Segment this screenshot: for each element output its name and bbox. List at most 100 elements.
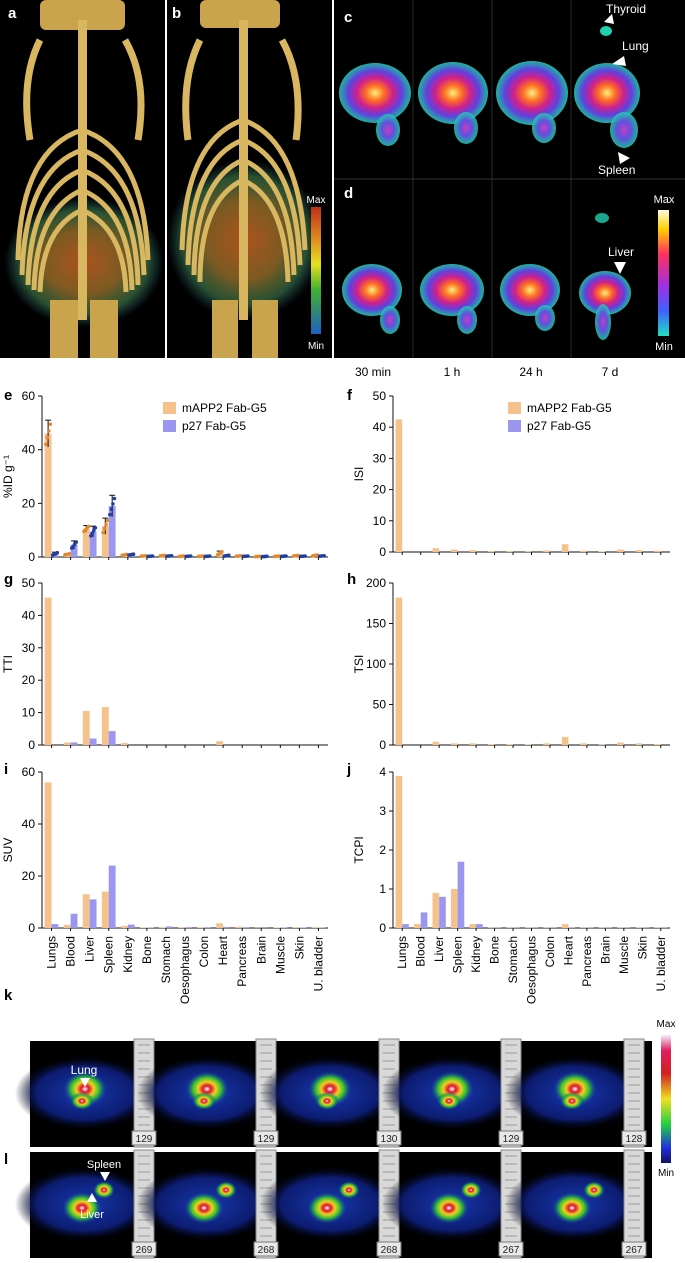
gamma-row-l: 269 268 268 267 267 [15,1149,652,1259]
gamma-count-box [498,1241,524,1257]
y-axis-label: ISI [352,467,366,482]
data-point [322,553,326,558]
y-tick-label: 2 [379,843,386,857]
gamma-count-label: 268 [381,1245,398,1256]
x-tick-label: Pancreas [235,936,249,987]
gamma-count-label: 268 [258,1245,275,1256]
annotation-lung-c: Lung [622,39,649,53]
data-point [102,526,107,531]
legend-e-swatch-1 [163,402,176,414]
gamma-count-label: 129 [258,1134,275,1145]
data-point [108,512,112,517]
liver-arrow-icon [614,262,626,274]
gamma-lung-hotspot [192,1092,216,1110]
spect-time-1: 1 h [444,365,461,379]
bar-g-p27-3 [108,731,116,745]
bar-j-mapp2-0 [395,775,403,928]
ct-color-scale [311,207,321,334]
gamma-lung-hotspot [560,1092,584,1110]
bar-i-p27-0 [51,924,59,928]
data-point [131,552,136,557]
gamma-count-box [621,1130,647,1146]
legend-f-label-1: mAPP2 Fab-G5 [527,401,612,415]
panel-label-e: e [4,387,12,404]
spect-time-0: 30 min [355,365,391,379]
spect-time-labels: 30 min 1 h 24 h 7 d [355,365,618,379]
bar-i-p27-2 [89,899,97,928]
annotation-liver: Liver [608,245,634,259]
data-point [48,422,53,426]
gamma-scale-min: Min [658,1168,674,1179]
bar-h-mapp2-5 [487,744,495,745]
gamma-count-box [131,1130,157,1146]
bar-h-mapp2-4 [469,743,477,745]
data-point [67,551,72,556]
data-point [93,525,98,530]
bar-h-mapp2-2 [432,741,440,745]
annotation-liver-l: Liver [80,1209,104,1221]
bar-g-mapp2-9 [216,741,224,745]
ct-panel-b: b Max Min [167,0,332,358]
panel-label-c: c [344,9,352,26]
bar-i-p27-9 [223,926,230,928]
spleen-arrow-icon [618,152,630,164]
gamma-count-box [253,1241,279,1257]
x-tick-label: Muscle [273,936,287,974]
bar-i-p27-3 [108,865,116,928]
legend-e: mAPP2 Fab-G5 p27 Fab-G5 [163,401,267,433]
y-axis-label: TCPI [352,836,366,863]
gamma-count-label: 129 [503,1134,520,1145]
bar-e-p27-1 [70,544,78,557]
x-tick-label: Pancreas [580,936,594,987]
bar-f-mapp2-11 [598,551,606,552]
y-tick-label: 20 [373,483,387,497]
bar-j-mapp2-4 [469,924,477,928]
gamma-lung-hotspot [437,1092,461,1110]
bar-i-mapp2-1 [63,924,71,928]
panel-label-d: d [344,185,353,202]
bar-e-mapp2-0 [44,433,52,557]
bar-g-mapp2-4 [120,743,128,745]
y-tick-label: 50 [373,389,387,403]
y-tick-label: 0 [379,921,386,935]
panel-label-a: a [8,5,17,22]
gamma-spleen-hotspot [215,1181,237,1199]
panel-label-f: f [347,387,353,404]
bar-j-p27-4 [476,924,483,928]
bar-i-mapp2-2 [82,894,90,928]
legend-f-swatch-2 [508,420,521,432]
bar-i-mapp2-3 [101,891,109,928]
annotation-lung-k: Lung [71,1063,98,1077]
bar-h-mapp2-9 [561,736,569,745]
gamma-count-box [131,1241,157,1257]
y-tick-label: 0 [379,738,386,752]
chart-f: 0 10 20 30 40 50 ISI [352,389,670,559]
x-tick-label: Heart [216,935,230,965]
x-tick-label: Spleen [102,936,116,973]
panel-label-b: b [172,5,181,22]
data-point [47,429,51,433]
x-tick-label: Colon [197,936,211,967]
bar-h-mapp2-12 [617,742,624,745]
x-tick-label: Kidney [121,936,135,973]
panel-label-g: g [4,571,13,588]
data-point [227,553,231,558]
bar-f-mapp2-7 [524,551,532,552]
ct-panel-a: a [0,0,165,358]
gamma-liver-hotspot [307,1192,347,1224]
bar-h-mapp2-10 [580,743,587,745]
bar-i-p27-13 [299,927,307,928]
y-tick-label: 30 [373,451,387,465]
y-tick-label: 40 [22,443,36,457]
y-tick-label: 0 [28,921,35,935]
bar-i-p27-4 [127,924,135,928]
data-point [188,554,193,558]
bar-i-mapp2-7 [178,927,185,928]
spect-time-3: 7 d [602,365,619,379]
bar-f-mapp2-14 [654,550,661,552]
bar-i-mapp2-12 [273,927,281,928]
x-tick-label: Liver [83,936,97,962]
x-tick-label: Oesophagus [178,936,192,1004]
gamma-lung-hotspot [70,1092,94,1110]
data-point [246,554,250,558]
